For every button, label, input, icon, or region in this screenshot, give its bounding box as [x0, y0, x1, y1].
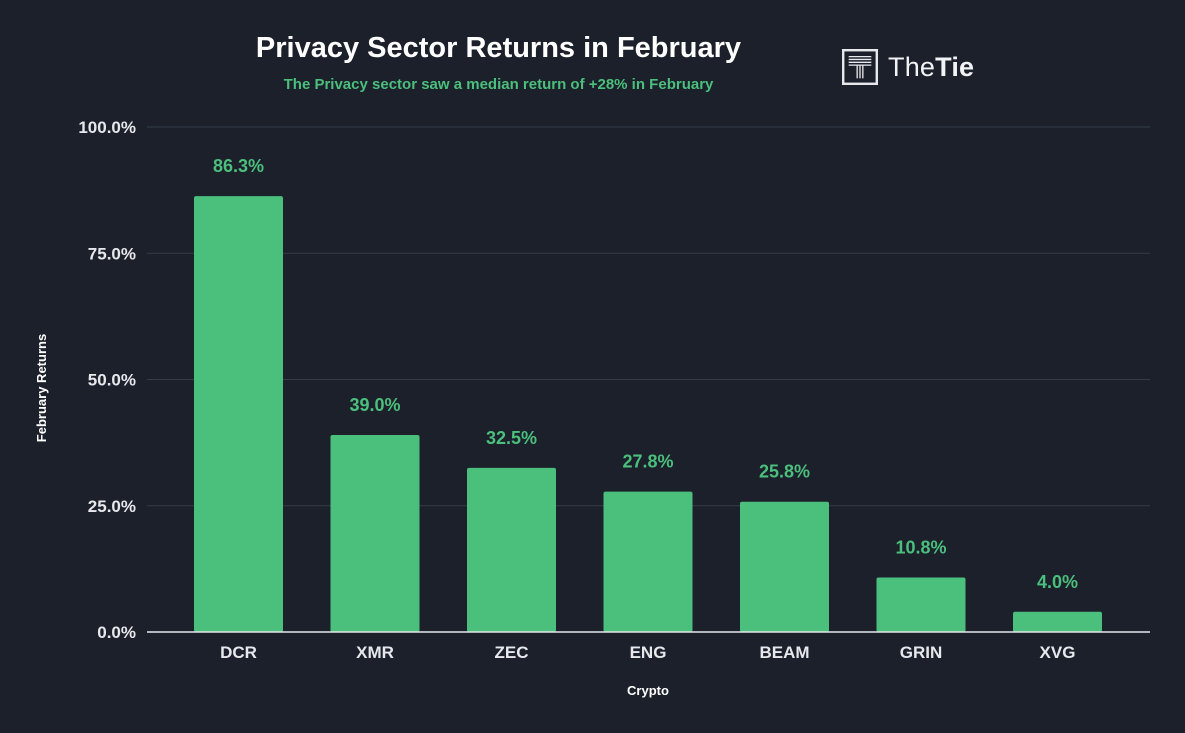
logo-text-regular: The [888, 51, 936, 82]
y-tick-label: 50.0% [88, 371, 136, 390]
x-tick-label-zec: ZEC [495, 643, 529, 662]
gridlines [147, 126, 1150, 507]
x-tick-label-beam: BEAM [759, 643, 809, 662]
x-tick-label-xvg: XVG [1040, 643, 1076, 662]
y-tick-label: 0.0% [97, 623, 136, 642]
t-logo-icon [842, 49, 878, 85]
value-label-xmr: 39.0% [349, 395, 400, 415]
value-label-grin: 10.8% [895, 537, 946, 557]
value-labels: 86.3% 39.0% 32.5% 27.8% 25.8% 10.8% 4.0% [213, 156, 1078, 592]
y-tick-label: 25.0% [88, 497, 136, 516]
bars [194, 196, 1102, 632]
y-tick-label: 75.0% [88, 244, 136, 263]
x-tick-label-xmr: XMR [356, 643, 394, 662]
bar-eng [603, 491, 693, 632]
value-label-eng: 27.8% [622, 452, 673, 472]
x-tick-label-dcr: DCR [220, 643, 257, 662]
bar-dcr [194, 196, 283, 632]
thetie-logo: TheTie [842, 47, 974, 87]
x-tick-label-grin: GRIN [900, 643, 943, 662]
value-label-xvg: 4.0% [1037, 572, 1078, 592]
bar-xmr [330, 435, 420, 632]
x-tick-labels: DCR XMR ZEC ENG BEAM GRIN XVG [220, 643, 1075, 662]
bar-zec [467, 467, 556, 632]
value-label-beam: 25.8% [759, 462, 810, 482]
y-axis-title: February Returns [34, 334, 49, 442]
y-tick-labels: 0.0% 25.0% 50.0% 75.0% 100.0% [78, 118, 136, 642]
value-label-dcr: 86.3% [213, 156, 264, 176]
chart-subtitle: The Privacy sector saw a median return o… [283, 76, 714, 93]
y-tick-label: 100.0% [78, 118, 136, 137]
logo-text-bold: Tie [935, 51, 975, 82]
logo-text: TheTie [888, 52, 974, 83]
bar-beam [740, 501, 829, 632]
value-label-zec: 32.5% [486, 428, 537, 448]
bar-xvg [1013, 611, 1102, 632]
bar-grin [876, 577, 966, 632]
x-axis-title: Crypto [627, 683, 669, 698]
chart-title: Privacy Sector Returns in February [255, 32, 742, 64]
x-tick-label-eng: ENG [630, 643, 667, 662]
